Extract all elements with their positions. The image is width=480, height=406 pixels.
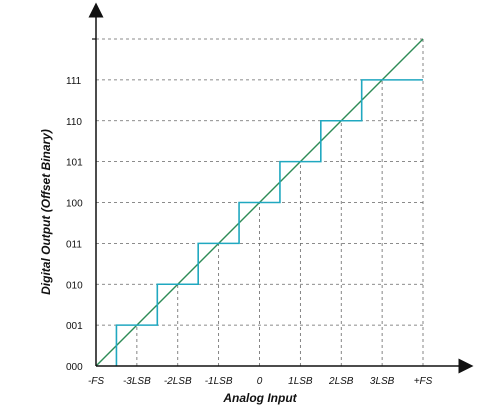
grid: [92, 38, 424, 366]
y-tick-label: 011: [66, 239, 82, 250]
y-tick-label: 010: [66, 280, 83, 291]
y-tick-label: 110: [66, 117, 82, 128]
quantized-staircase: [115, 79, 423, 366]
x-tick-label: 0: [257, 376, 263, 387]
y-tick-label: 000: [66, 362, 83, 373]
y-tick-label: 111: [66, 76, 82, 87]
x-tick-label: -1LSB: [205, 376, 233, 387]
x-tick-label: -3LSB: [123, 376, 151, 387]
x-tick-label: 1LSB: [288, 376, 313, 387]
x-tick-label: 2LSB: [328, 376, 354, 387]
y-tick-label: 001: [66, 321, 83, 332]
y-axis-title: Digital Output (Offset Binary): [39, 129, 53, 295]
tick-labels: -FS -3LSB -2LSB -1LSB 0 1LSB 2LSB 3LSB +FS 000 001…: [66, 76, 433, 387]
x-axis-title: Analog Input: [222, 391, 297, 405]
x-tick-label: +FS: [414, 376, 433, 387]
series-group: [95, 38, 424, 367]
y-tick-label: 100: [66, 199, 83, 210]
axes: [88, 2, 474, 374]
x-tick-label: 3LSB: [370, 376, 395, 387]
x-tick-label: -FS: [88, 376, 104, 387]
y-tick-label: 101: [66, 158, 83, 169]
x-tick-label: -2LSB: [164, 376, 192, 387]
